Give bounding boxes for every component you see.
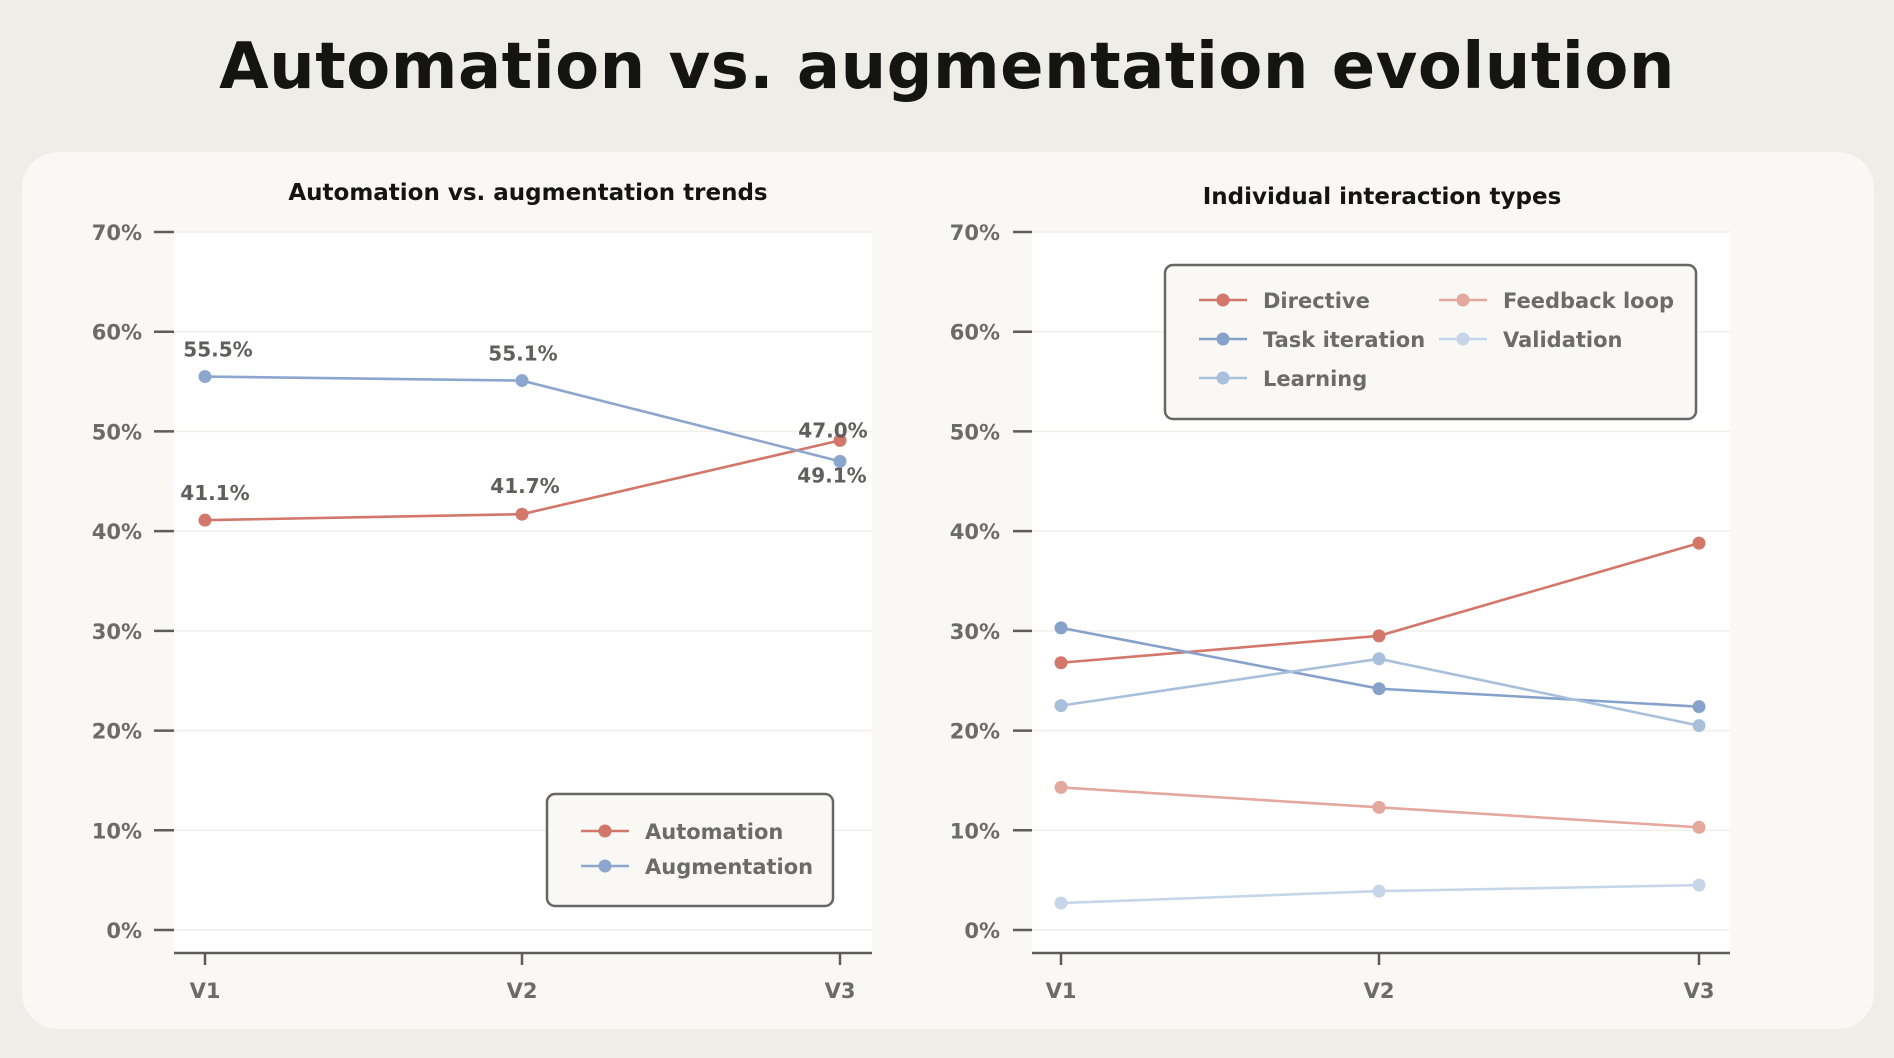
legend-marker xyxy=(1216,332,1230,346)
x-tick-label: V3 xyxy=(1684,979,1715,1003)
y-tick-label: 10% xyxy=(92,819,142,843)
legend-marker xyxy=(598,824,612,838)
data-label: 47.0% xyxy=(798,418,867,442)
chart-2: 0% 10% 20% 30% 40% 50% 60% 70% V1 V2 V3 Individual … xyxy=(950,184,1730,1003)
data-label: 55.1% xyxy=(488,342,557,366)
legend: Automation Augmentation xyxy=(545,792,835,908)
legend-label: Feedback loop xyxy=(1503,289,1674,313)
chart-title: Individual interaction types xyxy=(1203,184,1562,210)
x-tick-label: V2 xyxy=(507,979,538,1003)
data-point xyxy=(833,454,847,468)
data-point xyxy=(1054,780,1068,794)
y-tick-label: 70% xyxy=(950,221,1000,245)
data-point xyxy=(1372,884,1386,898)
legend-label: Validation xyxy=(1503,328,1623,352)
y-tick-label: 40% xyxy=(92,520,142,544)
y-tick-label: 70% xyxy=(92,221,142,245)
data-point xyxy=(1054,621,1068,635)
y-tick-label: 10% xyxy=(950,819,1000,843)
data-point xyxy=(1054,699,1068,713)
x-tick-label: V1 xyxy=(1046,979,1077,1003)
data-point xyxy=(515,507,529,521)
data-label: 41.1% xyxy=(180,481,249,505)
y-tick-label: 20% xyxy=(950,720,1000,744)
data-point xyxy=(1054,656,1068,670)
legend-label: Learning xyxy=(1263,367,1367,391)
data-point xyxy=(1692,536,1706,550)
data-point xyxy=(1692,700,1706,714)
legend-marker xyxy=(598,859,612,873)
data-point xyxy=(515,374,529,388)
legend-label: Automation xyxy=(645,820,783,844)
y-tick-label: 0% xyxy=(964,919,1000,943)
page-title: Automation vs. augmentation evolution xyxy=(219,30,1675,104)
legend-label: Task iteration xyxy=(1263,328,1425,352)
data-point xyxy=(1692,878,1706,892)
x-tick-label: V1 xyxy=(190,979,221,1003)
data-label: 41.7% xyxy=(490,474,559,498)
y-tick-label: 30% xyxy=(950,620,1000,644)
data-point xyxy=(198,513,212,527)
legend-marker xyxy=(1216,293,1230,307)
x-tick-label: V3 xyxy=(825,979,856,1003)
data-point xyxy=(1054,896,1068,910)
data-point xyxy=(1372,652,1386,666)
data-label: 55.5% xyxy=(183,338,252,362)
data-point xyxy=(1372,629,1386,643)
y-tick-label: 40% xyxy=(950,520,1000,544)
legend-box xyxy=(1163,263,1698,421)
data-point xyxy=(198,370,212,384)
y-tick-label: 60% xyxy=(950,321,1000,345)
legend-label: Augmentation xyxy=(645,855,813,879)
chart-title: Automation vs. augmentation trends xyxy=(288,180,767,206)
y-tick-label: 50% xyxy=(950,420,1000,444)
chart-1: 0% 10% 20% 30% 40% 50% 60% 70% V1 V2 V3 Automation … xyxy=(92,180,872,1003)
legend: Directive Feedback loop Task iteration Vali… xyxy=(1163,263,1698,421)
data-point xyxy=(1372,682,1386,696)
y-tick-label: 20% xyxy=(92,720,142,744)
data-point xyxy=(1692,820,1706,834)
legend-box xyxy=(545,792,835,908)
data-point xyxy=(833,433,847,447)
legend-label: Directive xyxy=(1263,289,1370,313)
data-point xyxy=(1372,800,1386,814)
legend-marker xyxy=(1456,293,1470,307)
data-point xyxy=(1692,719,1706,733)
legend-marker xyxy=(1456,332,1470,346)
y-tick-label: 60% xyxy=(92,321,142,345)
x-tick-label: V2 xyxy=(1364,979,1395,1003)
y-tick-label: 0% xyxy=(106,919,142,943)
data-label: 49.1% xyxy=(797,463,866,487)
legend-marker xyxy=(1216,371,1230,385)
y-tick-label: 50% xyxy=(92,420,142,444)
y-tick-label: 30% xyxy=(92,620,142,644)
